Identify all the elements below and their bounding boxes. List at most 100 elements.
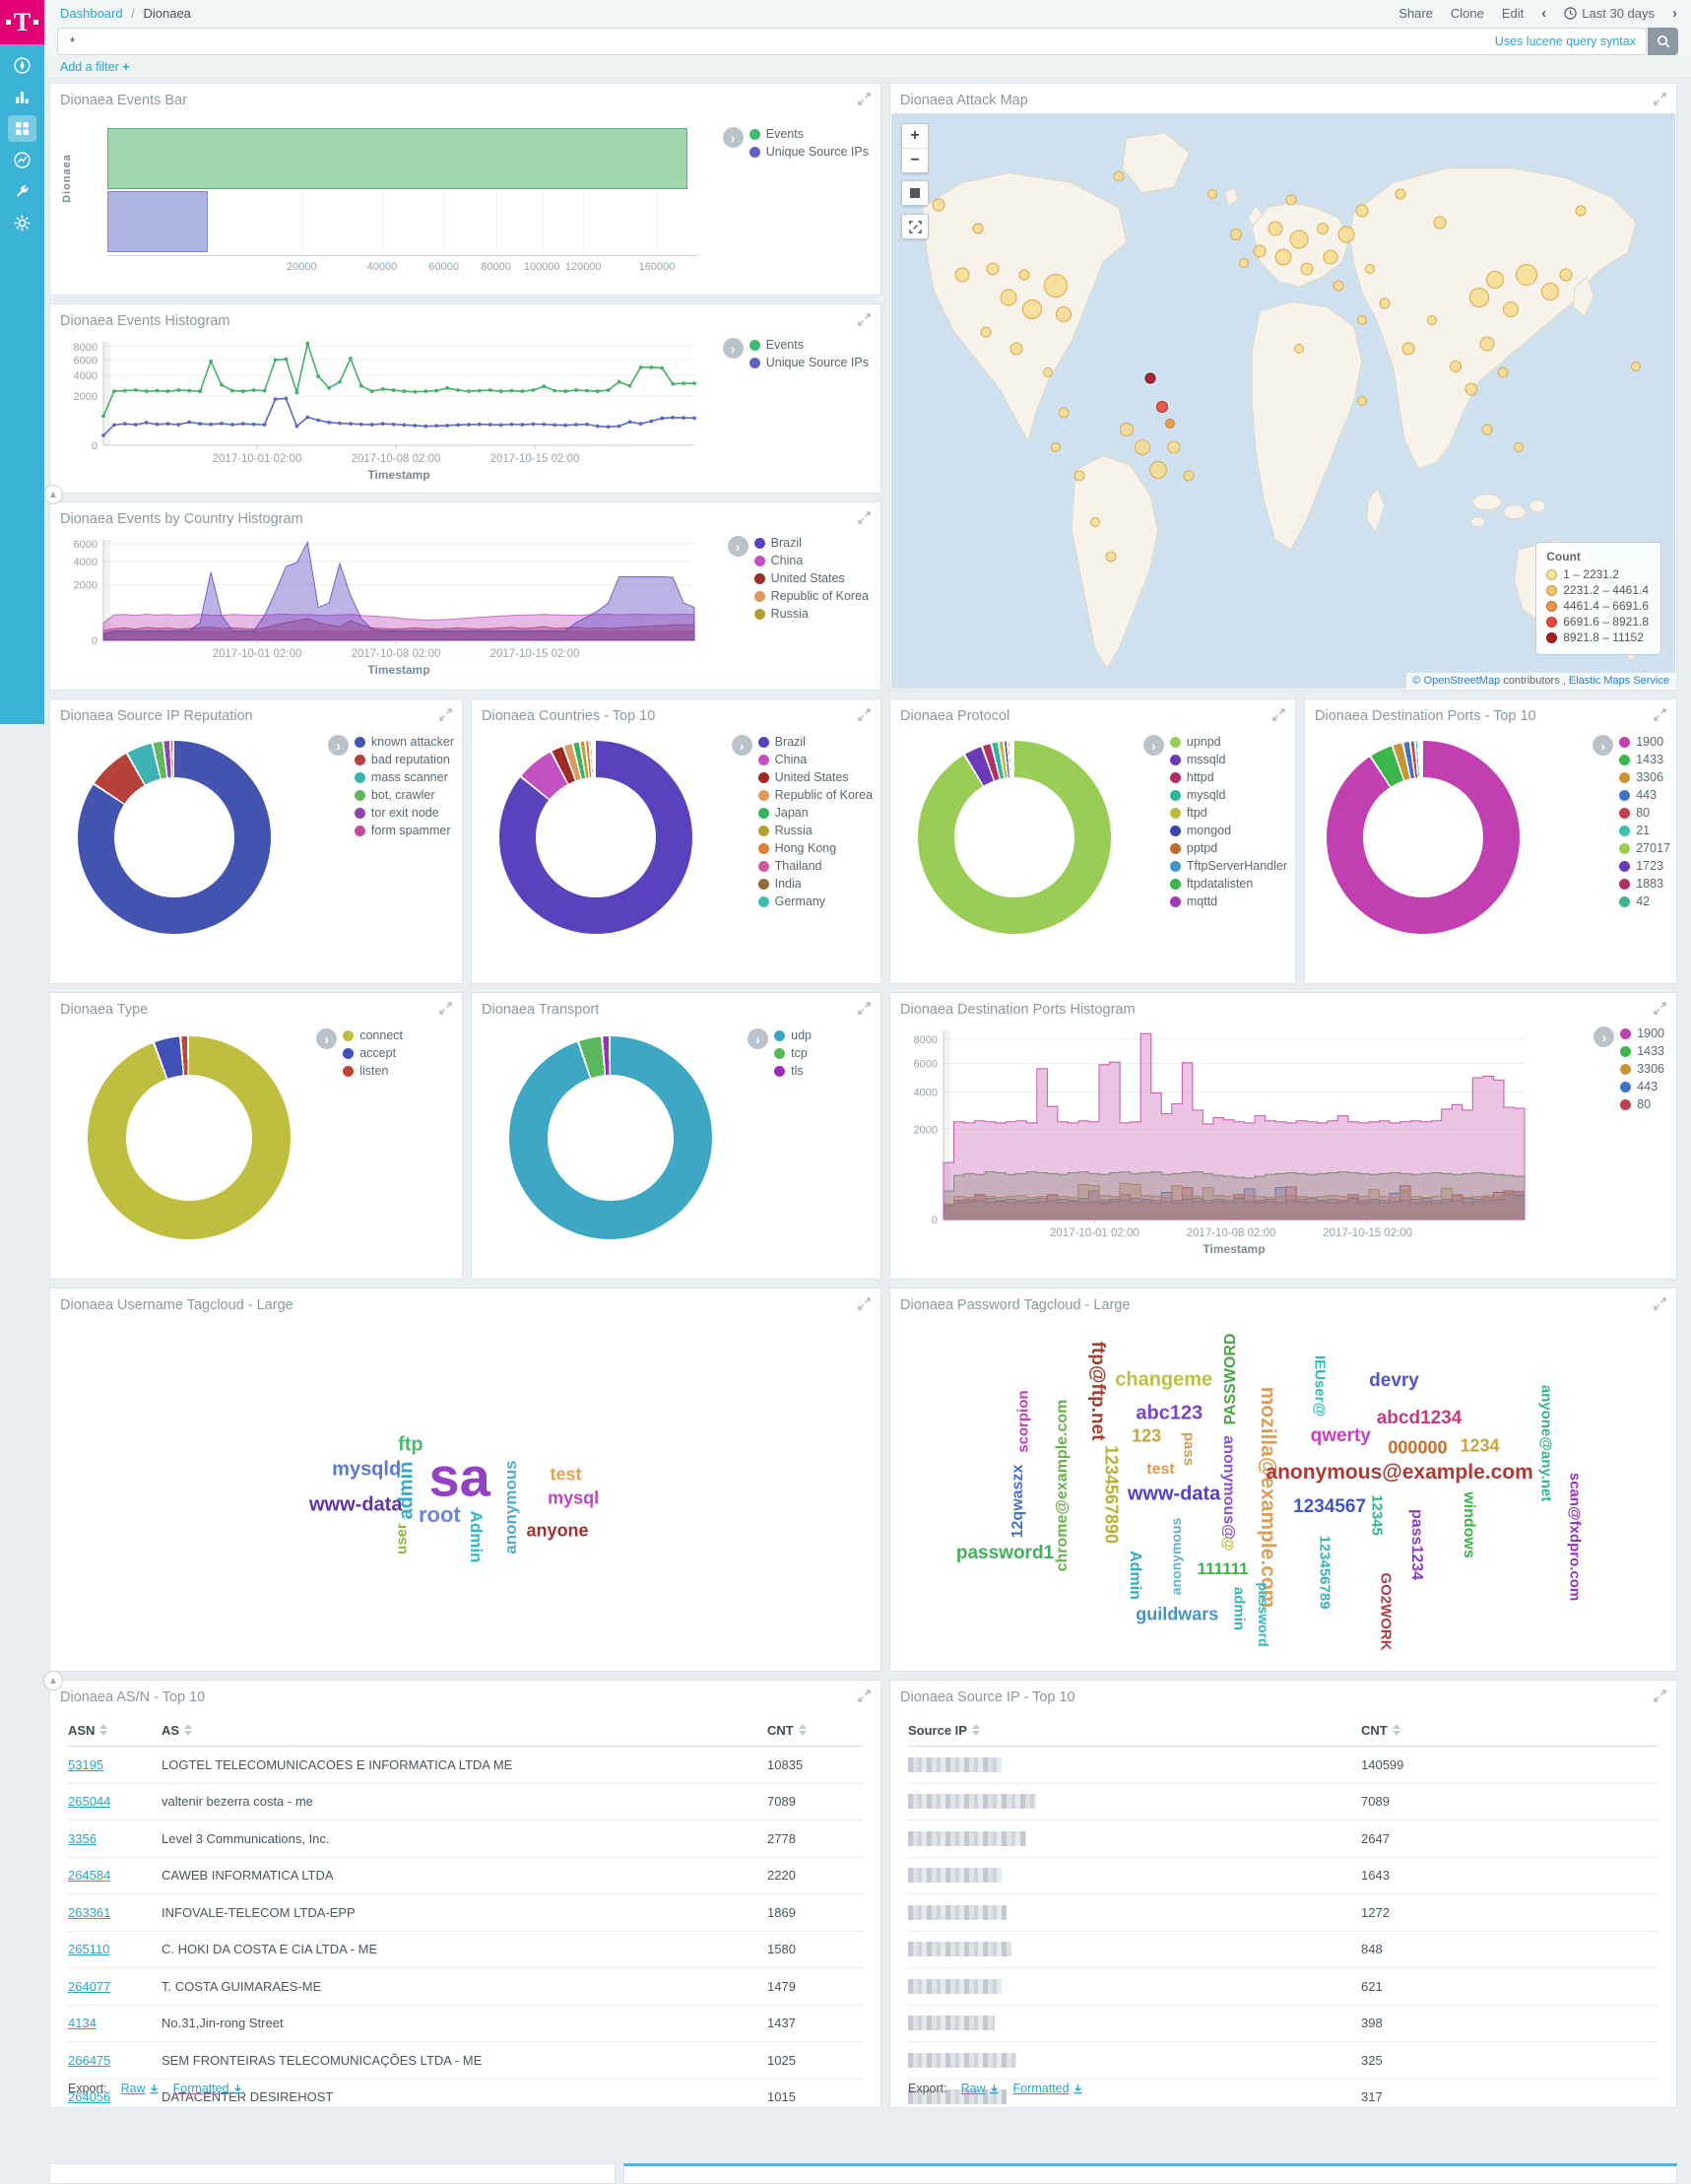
breadcrumb-dashboard-link[interactable]: Dashboard: [60, 6, 123, 21]
attack-bubble[interactable]: [1323, 249, 1338, 265]
tag-word[interactable]: 000000: [1388, 1437, 1448, 1458]
column-header[interactable]: AS: [162, 1723, 767, 1738]
legend-item[interactable]: Russia: [757, 824, 873, 837]
bar-events[interactable]: [107, 127, 687, 189]
tag-word[interactable]: www-data: [1127, 1483, 1221, 1505]
tag-word[interactable]: changeme: [1115, 1368, 1213, 1391]
attack-bubble[interactable]: [986, 262, 1000, 276]
legend-item[interactable]: 1900: [1620, 1026, 1664, 1040]
tag-word[interactable]: chrome@example.com: [1053, 1399, 1071, 1572]
legend-item[interactable]: connect: [343, 1028, 403, 1042]
legend-item[interactable]: 21: [1619, 824, 1670, 837]
legend-item[interactable]: Germany: [757, 894, 873, 908]
legend-item[interactable]: India: [757, 877, 873, 891]
asn-link[interactable]: 264584: [68, 1868, 111, 1884]
legend-item[interactable]: Unique Source IPs: [748, 145, 869, 159]
tag-word[interactable]: windows: [1461, 1491, 1478, 1558]
attack-bubble[interactable]: [1631, 361, 1642, 371]
expand-icon[interactable]: [858, 707, 871, 725]
attack-bubble[interactable]: [1356, 315, 1367, 326]
attack-bubble[interactable]: [1051, 441, 1062, 452]
tag-word[interactable]: mozilla@example.com: [1257, 1386, 1280, 1609]
expand-icon[interactable]: [439, 1001, 452, 1019]
tag-word[interactable]: ftp: [398, 1433, 423, 1456]
tag-word[interactable]: password: [1256, 1582, 1272, 1647]
attack-bubble[interactable]: [1497, 366, 1509, 378]
legend-item[interactable]: 80: [1620, 1097, 1664, 1111]
attack-bubble[interactable]: [1333, 280, 1344, 292]
export-formatted-link[interactable]: Formatted: [1013, 2082, 1083, 2095]
transport-donut[interactable]: [509, 1036, 712, 1239]
legend-item[interactable]: 443: [1620, 1080, 1664, 1093]
attack-bubble[interactable]: [1481, 424, 1493, 435]
tag-word[interactable]: devry: [1369, 1370, 1419, 1392]
attack-bubble[interactable]: [1395, 188, 1406, 200]
draw-rectangle-button[interactable]: [902, 181, 928, 205]
sort-icon[interactable]: [99, 1724, 108, 1736]
legend-item[interactable]: 1433: [1620, 1044, 1664, 1058]
asn-link[interactable]: 265044: [68, 1794, 111, 1810]
sort-icon[interactable]: [798, 1724, 807, 1736]
tag-word[interactable]: IEUser@: [1311, 1356, 1329, 1418]
dest-ports-donut[interactable]: [1327, 741, 1520, 934]
timelion-icon[interactable]: [8, 147, 36, 173]
attack-bubble[interactable]: [1113, 170, 1125, 182]
legend-collapse-icon[interactable]: ›: [731, 735, 752, 756]
legend-item[interactable]: known attacker: [354, 735, 454, 749]
legend-item[interactable]: 1883: [1619, 877, 1670, 891]
legend-item[interactable]: Republic of Korea: [757, 788, 873, 802]
legend-item[interactable]: ftpdatalisten: [1169, 877, 1287, 891]
attack-bubble[interactable]: [1134, 438, 1150, 455]
legend-item[interactable]: China: [757, 753, 873, 766]
expand-icon[interactable]: [1654, 1296, 1666, 1314]
tag-word[interactable]: 12qwaszx: [1009, 1464, 1027, 1539]
legend-item[interactable]: udp: [774, 1028, 812, 1042]
legend-item[interactable]: United States: [753, 571, 869, 585]
expand-icon[interactable]: [858, 312, 871, 330]
attack-bubble[interactable]: [1379, 298, 1391, 309]
attack-bubble[interactable]: [1479, 336, 1495, 352]
attack-bubble[interactable]: [1559, 268, 1573, 282]
asn-link[interactable]: 264077: [68, 1978, 111, 1994]
attack-bubble[interactable]: [1018, 269, 1030, 281]
tag-word[interactable]: anyone@any.net: [1537, 1385, 1555, 1502]
expand-icon[interactable]: [858, 92, 871, 109]
attack-bubble[interactable]: [1239, 257, 1250, 268]
legend-item[interactable]: Brazil: [757, 735, 873, 749]
tag-word[interactable]: @: [1219, 1536, 1237, 1552]
asn-link[interactable]: 265110: [68, 1942, 110, 1957]
legend-item[interactable]: bad reputation: [354, 753, 454, 766]
asn-link[interactable]: 4134: [68, 2016, 97, 2031]
attack-bubble[interactable]: [1183, 470, 1195, 482]
sort-icon[interactable]: [184, 1724, 193, 1736]
legend-item[interactable]: 27017: [1619, 841, 1670, 855]
expand-icon[interactable]: [1272, 707, 1285, 725]
expand-icon[interactable]: [1654, 1688, 1666, 1706]
column-header[interactable]: CNT: [1361, 1723, 1657, 1738]
visualize-bar-chart-icon[interactable]: [8, 84, 36, 110]
share-button[interactable]: Share: [1398, 6, 1433, 21]
asn-link[interactable]: 266475: [68, 2052, 111, 2068]
legend-item[interactable]: upnpd: [1169, 735, 1287, 749]
legend-item[interactable]: Unique Source IPs: [748, 356, 869, 369]
legend-item[interactable]: 3306: [1619, 770, 1670, 784]
tag-word[interactable]: www-data: [308, 1493, 403, 1516]
tag-word[interactable]: anyone: [526, 1520, 589, 1541]
collapse-row-button[interactable]: ▲: [43, 1671, 63, 1690]
tag-word[interactable]: Admin: [1127, 1551, 1144, 1601]
clone-button[interactable]: Clone: [1450, 6, 1484, 21]
attack-bubble[interactable]: [1450, 360, 1463, 372]
attack-bubble[interactable]: [1073, 470, 1085, 482]
collapse-row-button[interactable]: ▲: [43, 485, 63, 504]
expand-icon[interactable]: [1654, 707, 1666, 725]
tag-word[interactable]: mysql: [548, 1488, 600, 1508]
legend-item[interactable]: mass scanner: [354, 770, 454, 784]
countries-donut[interactable]: [499, 741, 692, 934]
tag-word[interactable]: 1234: [1460, 1435, 1500, 1456]
legend-collapse-icon[interactable]: ›: [727, 536, 748, 557]
column-header[interactable]: ASN: [68, 1723, 162, 1738]
attack-bubble[interactable]: [1300, 262, 1314, 276]
time-back-chevron[interactable]: ‹: [1541, 5, 1547, 22]
attack-bubble[interactable]: [1044, 274, 1069, 298]
legend-collapse-icon[interactable]: ›: [1142, 735, 1164, 756]
